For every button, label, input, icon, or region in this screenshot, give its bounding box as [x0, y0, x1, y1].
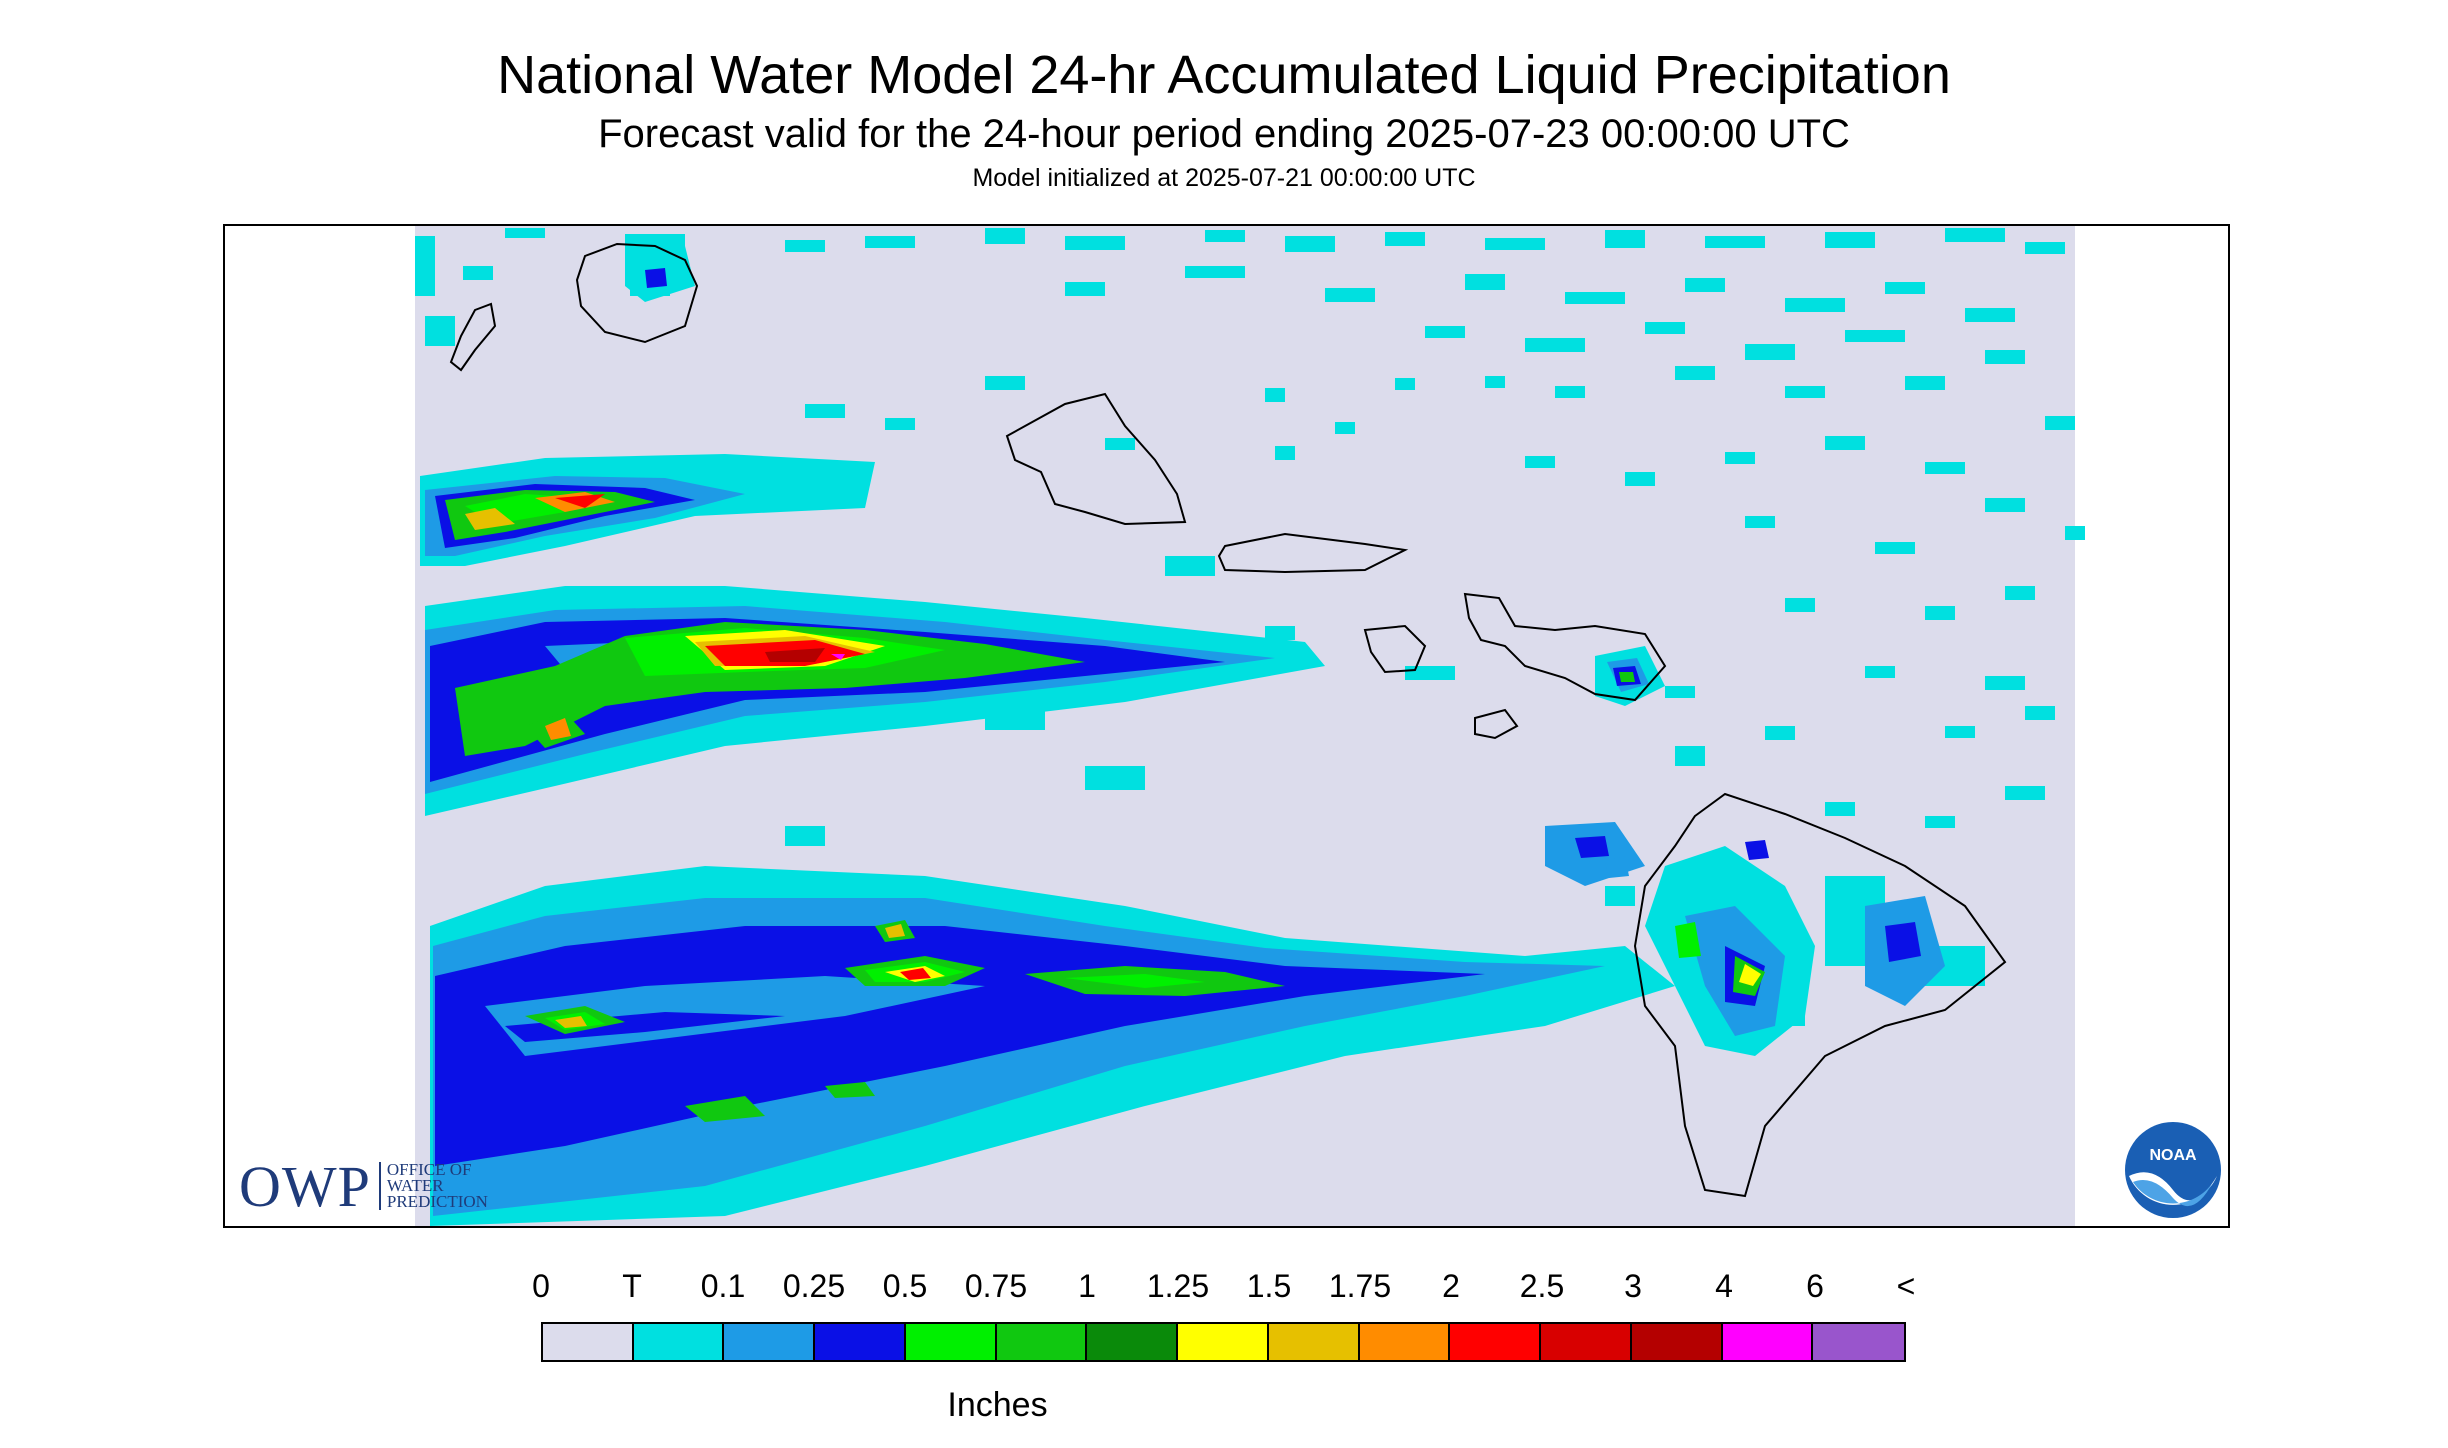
legend-tick-label: 0 [532, 1268, 550, 1304]
legend-tick-label: 1.5 [1246, 1268, 1292, 1304]
legend-color-bar [541, 1322, 1906, 1362]
maui-rain [1595, 646, 1665, 706]
precipitation-field [415, 226, 2089, 1226]
big-island-rain [1545, 822, 1945, 1056]
hawaii-outline [1633, 792, 2007, 1198]
owp-logo: OWP OFFICE OF WATER PREDICTION [239, 1154, 488, 1219]
legend-tick-label: 4 [1715, 1268, 1733, 1304]
oahu-outline [1005, 392, 1187, 526]
legend-swatch [1813, 1324, 1905, 1360]
legend-units-label: Inches [947, 1386, 1048, 1424]
legend-swatch [996, 1324, 1088, 1360]
noaa-logo-text: NOAA [2149, 1147, 2197, 1164]
legend-tick-label: 1.75 [1328, 1268, 1392, 1304]
lanai-outline [1363, 624, 1427, 674]
rain-band-2 [425, 586, 1325, 816]
legend-swatch [1268, 1324, 1360, 1360]
rain-band-1 [420, 454, 875, 566]
legend-swatch [1359, 1324, 1451, 1360]
owp-logo-line: WATER [386, 1176, 444, 1195]
map-subtitle: Forecast valid for the 24-hour period en… [598, 112, 1850, 156]
owp-logo-letters: OWP [239, 1153, 371, 1219]
legend-swatch [815, 1324, 906, 1360]
niihau-outline [449, 302, 497, 372]
kauai-outline [575, 242, 699, 344]
map-title: National Water Model 24-hr Accumulated L… [497, 45, 1951, 105]
molokai-outline [1217, 532, 1409, 574]
legend-swatch [1541, 1324, 1632, 1360]
legend-swatch [1178, 1324, 1269, 1360]
owp-logo-line: OFFICE OF [386, 1160, 472, 1179]
rain-band-3 [430, 866, 1675, 1226]
legend-swatch [1722, 1324, 1814, 1360]
legend-tick-label: 2 [1442, 1268, 1460, 1304]
precipitation-map: OWP OFFICE OF WATER PREDICTION NOAA [223, 224, 2230, 1228]
legend-swatch [905, 1324, 997, 1360]
legend-tick-label: 0.25 [782, 1268, 846, 1304]
legend-tick-label: 0.75 [964, 1268, 1028, 1304]
legend-tick-label: T [622, 1268, 642, 1304]
legend-tick-label: < [1896, 1268, 1916, 1304]
legend-tick-label: 2.5 [1519, 1268, 1565, 1304]
kahoolawe-outline [1474, 708, 1519, 740]
maui-outline [1463, 592, 1667, 702]
model-init-line: Model initialized at 2025-07-21 00:00:00… [972, 164, 1476, 192]
legend-swatch [543, 1324, 634, 1360]
owp-logo-line: PREDICTION [386, 1192, 488, 1211]
legend-tick-label: 3 [1624, 1268, 1642, 1304]
legend-swatch [633, 1324, 725, 1360]
noaa-logo-icon: NOAA [2125, 1122, 2221, 1218]
legend-tick-label: 6 [1806, 1268, 1824, 1304]
legend-swatch [1450, 1324, 1542, 1360]
legend-swatch [1631, 1324, 1723, 1360]
legend-tick-label: 1.25 [1146, 1268, 1210, 1304]
legend-swatch [724, 1324, 816, 1360]
island-outlines [449, 242, 2007, 1198]
kauai-rain [625, 246, 695, 302]
owp-logo-subtitle: OFFICE OF WATER PREDICTION [378, 1160, 488, 1211]
legend-swatch [1087, 1324, 1179, 1360]
legend-tick-label: 0.5 [882, 1268, 928, 1304]
legend-tick-label: 1 [1078, 1268, 1096, 1304]
legend-tick-label: 0.1 [700, 1268, 746, 1304]
